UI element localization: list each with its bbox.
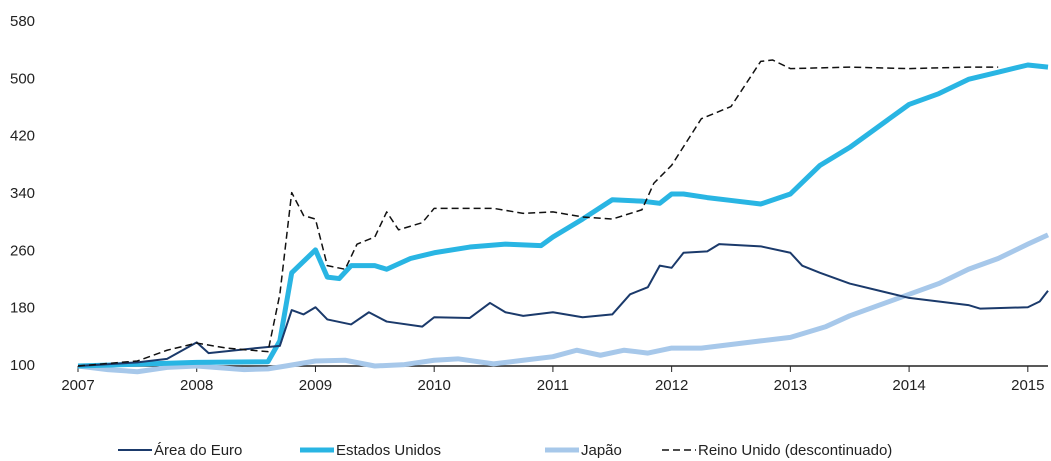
x-tick-label: 2008 xyxy=(180,377,213,394)
x-tick-label: 2015 xyxy=(1011,377,1044,394)
x-tick-label: 2009 xyxy=(299,377,332,394)
x-tick-label: 2013 xyxy=(774,377,807,394)
legend-label: Reino Unido (descontinuado) xyxy=(698,442,892,459)
x-tick-label: 2011 xyxy=(537,377,569,394)
series-line xyxy=(77,243,1049,367)
y-tick-label: 260 xyxy=(10,242,35,259)
y-tick-label: 580 xyxy=(10,13,35,30)
series-line xyxy=(77,62,1049,369)
y-tick-label: 180 xyxy=(10,300,35,317)
y-tick-label: 500 xyxy=(10,70,35,87)
legend-label: Área do Euro xyxy=(154,442,242,459)
series-line xyxy=(77,59,999,367)
legend-label: Japão xyxy=(581,442,622,459)
x-tick-label: 2014 xyxy=(892,377,925,394)
x-tick-label: 2012 xyxy=(655,377,688,394)
y-tick-label: 100 xyxy=(10,357,35,374)
x-tick-label: 2010 xyxy=(417,377,450,394)
y-tick-label: 420 xyxy=(10,128,35,145)
y-tick-label: 340 xyxy=(10,185,35,202)
series-line xyxy=(77,232,1050,375)
legend-label: Estados Unidos xyxy=(336,442,441,459)
x-tick-label: 2007 xyxy=(61,377,94,394)
